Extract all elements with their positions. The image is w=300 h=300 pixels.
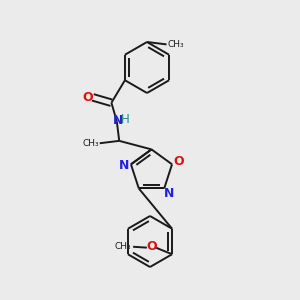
Text: H: H (121, 113, 130, 126)
Text: CH₃: CH₃ (82, 139, 99, 148)
Text: O: O (83, 91, 93, 103)
Text: O: O (147, 240, 157, 253)
Text: CH₃: CH₃ (167, 40, 184, 49)
Text: N: N (112, 114, 123, 127)
Text: N: N (119, 159, 130, 172)
Text: O: O (173, 155, 184, 168)
Text: CH₃: CH₃ (114, 242, 131, 251)
Text: N: N (164, 188, 174, 200)
